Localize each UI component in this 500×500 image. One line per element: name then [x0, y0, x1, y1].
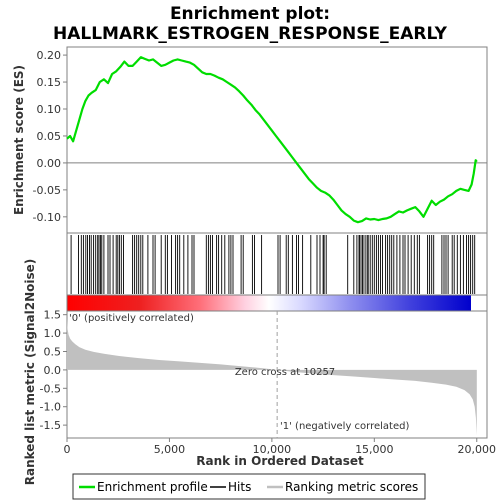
metric-y-tick-label: 0.0 — [44, 364, 62, 377]
es-y-tick-label: 0.10 — [37, 103, 62, 116]
enrichment-profile-line — [66, 56, 478, 224]
x-tick-label: 10,000 — [253, 443, 292, 456]
ranking-metric-area — [67, 318, 477, 436]
es-y-tick-label: 0.05 — [37, 130, 62, 143]
legend: Enrichment profile Hits Ranking metric s… — [72, 473, 426, 500]
metric-y-tick-label: -1.5 — [40, 419, 61, 432]
legend-label-metric: Ranking metric scores — [285, 480, 418, 494]
es-y-tick-label: 0.20 — [37, 49, 62, 62]
metric-y-tick-label: -1.0 — [40, 401, 61, 414]
es-y-ticks: -0.10 -0.05 0.00 0.05 0.10 0.15 0.20 — [33, 49, 67, 224]
metric-y-tick-label: -0.5 — [40, 382, 61, 395]
es-y-tick-label: -0.10 — [33, 211, 61, 224]
es-panel-frame — [66, 46, 488, 234]
legend-label-hits: Hits — [228, 480, 251, 494]
metric-y-tick-label: 0.5 — [44, 345, 62, 358]
metric-x-ticks: 0 5,000 10,000 15,000 20,000 — [64, 438, 497, 456]
es-y-label: Enrichment score (ES) — [12, 65, 26, 215]
x-axis-label: Rank in Ordered Dataset — [196, 454, 364, 468]
hits-panel-frame — [66, 232, 488, 296]
metric-y-ticks: -1.5 -1.0 -0.5 0.0 0.5 1.0 1.5 — [40, 309, 67, 432]
zero-cross-label: Zero cross at 10257 — [235, 367, 335, 378]
legend-frame — [72, 473, 426, 500]
hits-rug — [70, 235, 476, 294]
x-tick-label: 5,000 — [154, 443, 186, 456]
es-y-tick-label: 0.15 — [37, 76, 62, 89]
x-tick-label: 20,000 — [458, 443, 497, 456]
es-y-tick-label: -0.05 — [33, 184, 61, 197]
negative-correlated-label: '1' (negatively correlated) — [280, 421, 409, 432]
metric-y-tick-label: 1.5 — [44, 309, 62, 322]
x-tick-label: 0 — [64, 443, 71, 456]
positive-correlated-label: '0' (positively correlated) — [69, 313, 194, 324]
metric-y-tick-label: 1.0 — [44, 327, 62, 340]
ranking-heatbar — [67, 295, 471, 311]
chart-subtitle: HALLMARK_ESTROGEN_RESPONSE_EARLY — [53, 24, 448, 44]
es-y-tick-label: 0.00 — [37, 157, 62, 170]
x-tick-label: 15,000 — [355, 443, 394, 456]
legend-label-enrichment: Enrichment profile — [97, 480, 208, 494]
metric-y-label: Ranked list metric (Signal2Noise) — [23, 259, 37, 486]
chart-title: Enrichment plot: — [170, 4, 330, 24]
